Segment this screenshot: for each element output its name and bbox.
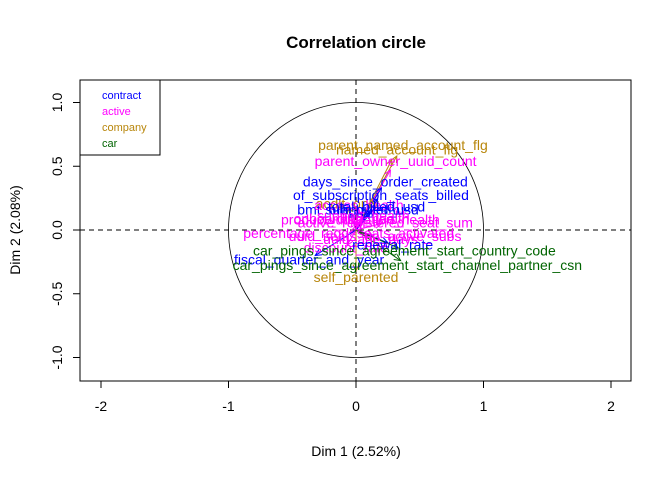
x-tick-label: 2	[607, 398, 615, 414]
arrow-support_health	[355, 217, 363, 231]
variable-label: parent_owner_uuid_count	[315, 153, 477, 169]
legend-entry-active: active	[102, 106, 131, 118]
arrowhead-car_pings_since_agreement_start_country_code	[391, 242, 400, 249]
variable-label: support_health	[317, 207, 410, 223]
legend-entry-company: company	[102, 122, 147, 134]
arrowhead-access_health	[354, 207, 362, 216]
arrowhead-renewal_rate	[380, 237, 389, 244]
legend-box	[79, 79, 161, 156]
x-tick-label: -2	[95, 398, 108, 414]
variable-label: fiscal_quarter_and_year	[234, 251, 385, 267]
arrowhead-car_pings_since_agreement_start_channel_partner_csn	[393, 254, 402, 262]
arrow-access_health	[355, 208, 360, 231]
y-tick-label: -1.0	[49, 345, 65, 369]
arrow-total_billed_usd	[355, 209, 375, 231]
x-axis-label: Dim 1 (2.52%)	[311, 443, 400, 459]
chart-title: Correlation circle	[286, 33, 426, 52]
legend-entry-contract: contract	[102, 90, 141, 102]
arrowhead-total_billed_usd	[367, 208, 375, 217]
y-axis-label: Dim 2 (2.08%)	[7, 185, 23, 274]
variable-label: car_pings_since_agreement_start_channel_…	[233, 257, 582, 273]
variable-label: total_billed_usd	[328, 199, 425, 215]
arrowhead-parent_owner_uuid_count	[384, 169, 391, 178]
y-axis: -1.0 -0.5 0.0 0.5 1.0	[49, 93, 81, 370]
legend-entry-car: car	[102, 138, 118, 150]
arrow-fiscal_quarter_and_year	[314, 229, 357, 256]
arrowhead-bmt_billing_term	[348, 211, 355, 220]
arrowhead-parent_named_account_flg	[390, 155, 398, 164]
arrow-onboarding_health	[351, 219, 357, 231]
y-tick-label: -0.5	[49, 281, 65, 305]
variable-label: uuid_age_days	[323, 231, 418, 247]
arrowhead-fiscal_quarter_and_year	[314, 249, 323, 257]
variable-label: onboarding_health	[294, 210, 410, 226]
arrowhead-discount_rate	[346, 238, 354, 247]
variable-label: uuid_seats_on_active_subs	[289, 228, 462, 244]
y-tick-label: 1.0	[49, 93, 65, 113]
variable-label: self_parented	[314, 269, 399, 285]
variable-label: car_pings_since_agreement_start_country_…	[253, 243, 556, 259]
x-tick-label: 0	[352, 398, 360, 414]
arrowhead-support_health	[356, 216, 363, 225]
variable-label: acdlt_only	[316, 196, 379, 212]
variable-label: active_registered_seat_sum	[298, 215, 473, 231]
arrowhead-active_registered_seat_sum	[374, 221, 383, 229]
arrow-active_registered_seat_sum	[355, 223, 382, 231]
arrow-car_pings_since_agreement_start_channel_partner_csn	[355, 229, 401, 262]
variable-label: of_subscription_seats_billed	[293, 187, 469, 203]
x-tick-label: -1	[222, 398, 235, 414]
y-tick-label: 0.5	[49, 156, 65, 176]
plot-area: named_account_flgparent_named_account_fl…	[79, 79, 632, 382]
arrowhead-of_subscription_seats_billed	[371, 198, 379, 207]
variable-label: bmt_billing_term	[297, 201, 400, 217]
arrowhead-sub_billed_usd	[363, 211, 371, 220]
x-axis: -2 -1 0 1 2	[95, 380, 615, 414]
arrow-discount_rate	[346, 229, 357, 246]
arrowhead-self_parented	[352, 264, 360, 272]
variable-label: named_account_flg	[336, 141, 458, 157]
variable-label: days_since_order_created	[303, 174, 468, 190]
arrow-car_pings_since_agreement_start_country_code	[355, 229, 399, 249]
y-tick-label: 0.0	[49, 220, 65, 240]
legend: contract active company car	[79, 79, 161, 156]
variable-label: renewal_rate	[352, 237, 433, 253]
variable-label: product_utilization_health	[281, 212, 440, 228]
x-tick-label: 1	[480, 398, 488, 414]
variable-label: access_health	[314, 197, 404, 213]
arrowhead-days_since_order_created	[375, 186, 383, 195]
arrowhead-onboarding_health	[351, 218, 358, 227]
variable-label: parent_named_account_flg	[318, 137, 488, 153]
variable-label: sub_billed_usd	[325, 201, 418, 217]
arrowhead-acdlt_only	[346, 205, 354, 215]
variable-label: percentage_regd_seats_activated	[243, 225, 454, 241]
variable-label: discount_rate	[304, 240, 388, 256]
